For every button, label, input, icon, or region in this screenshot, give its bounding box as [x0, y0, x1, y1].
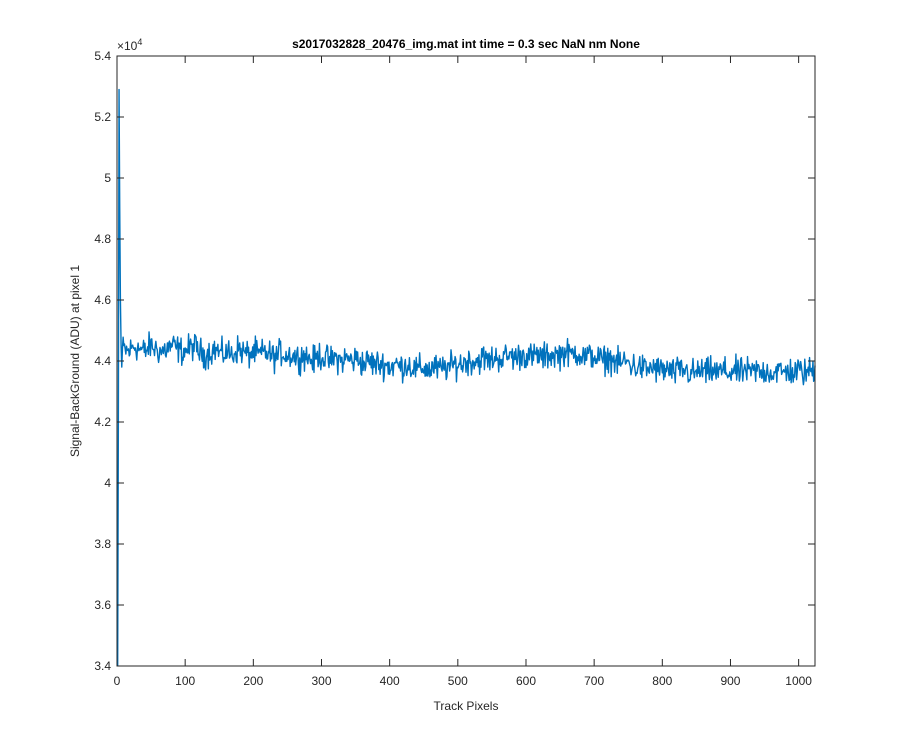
series-line	[116, 88, 816, 667]
x-tick-label: 700	[584, 674, 604, 688]
y-exponent-label: ×104	[117, 37, 142, 53]
x-tick-label: 1000	[785, 674, 812, 688]
y-tick-label: 4.4	[94, 354, 111, 368]
x-tick-label: 400	[380, 674, 400, 688]
x-tick-label: 100	[175, 674, 195, 688]
y-axis-title: Signal-BackGround (ADU) at pixel 1	[68, 265, 82, 457]
y-tick-label: 5.4	[94, 49, 111, 63]
y-tick-label: 4.6	[94, 293, 111, 307]
y-tick-label: 4.2	[94, 415, 111, 429]
y-tick-label: 3.6	[94, 598, 111, 612]
x-tick-label: 900	[720, 674, 740, 688]
y-tick-label: 4.8	[94, 232, 111, 246]
x-tick-label: 300	[311, 674, 331, 688]
x-tick-label: 600	[516, 674, 536, 688]
y-tick-label: 5.2	[94, 110, 111, 124]
y-tick-label: 4	[104, 476, 111, 490]
x-axis-title: Track Pixels	[434, 699, 499, 713]
x-tick-label: 800	[652, 674, 672, 688]
y-tick-label: 3.4	[94, 659, 111, 673]
x-tick-label: 500	[448, 674, 468, 688]
y-axis-ticks: 3.4 3.6 3.8 4 4.2 4.4 4.6 4.8 5 5.2 5.4	[94, 49, 815, 673]
y-tick-label: 5	[104, 171, 111, 185]
chart-title: s2017032828_20476_img.mat int time = 0.3…	[292, 37, 640, 51]
x-tick-label: 200	[243, 674, 263, 688]
x-axis-ticks: 0 100 200 300 400 500 600 700 800 900 1000	[114, 56, 812, 688]
series-layer	[116, 88, 816, 667]
x-tick-label: 0	[114, 674, 121, 688]
y-tick-label: 3.8	[94, 537, 111, 551]
